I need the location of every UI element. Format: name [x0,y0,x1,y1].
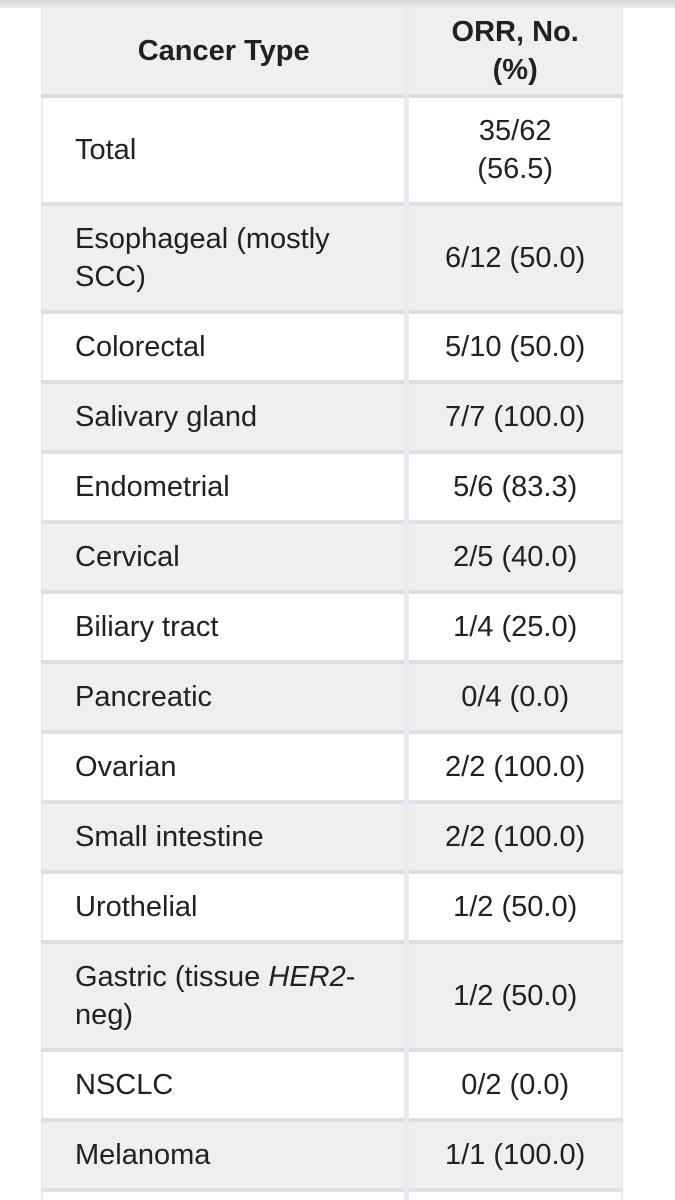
cancer-type-cell: Endometrial [42,452,410,524]
table-row-partial [42,1190,622,1200]
cancer-type-cell: Total [42,96,410,206]
table-row: Melanoma 1/1 (100.0) [42,1120,622,1192]
cancer-type-text: Total [75,134,137,166]
cancer-type-cell: Colorectal [42,312,410,384]
gene-name-italic: HER2 [268,961,346,993]
orr-by-cancer-type-table: Cancer Type ORR, No. (%) Total 35/62 (56.… [41,8,623,1200]
cancer-type-cell: Salivary gland [42,382,410,454]
cancer-type-text: Small intestine [75,821,264,853]
cancer-type-cell: NSCLC [42,1050,410,1122]
table-header-row: Cancer Type ORR, No. (%) [42,8,622,98]
cancer-type-text: Endometrial [75,471,230,503]
table-body: Total 35/62 (56.5) Esophageal (mostly SCC)… [42,96,622,1200]
table-row: Esophageal (mostly SCC) 6/12 (50.0) [42,204,622,314]
cancer-type-cell [42,1190,410,1200]
orr-value-cell: 1/4 (25.0) [406,592,622,664]
orr-value-cell: 1/1 (100.0) [406,1120,622,1192]
cancer-type-cell: Esophageal (mostly SCC) [42,204,410,314]
orr-value-cell: 5/10 (50.0) [406,312,622,384]
cancer-type-text: Pancreatic [75,681,213,713]
table-row: Cervical 2/5 (40.0) [42,522,622,594]
orr-value-cell: 2/2 (100.0) [406,732,622,804]
table-row: NSCLC 0/2 (0.0) [42,1050,622,1122]
cancer-type-cell: Melanoma [42,1120,410,1192]
cancer-type-text: NSCLC [75,1069,174,1101]
orr-value-cell: 5/6 (83.3) [406,452,622,524]
table-row: Pancreatic 0/4 (0.0) [42,662,622,734]
table-row: Biliary tract 1/4 (25.0) [42,592,622,664]
orr-value-cell: 1/2 (50.0) [406,872,622,944]
orr-value-cell: 6/12 (50.0) [406,204,622,314]
cancer-type-cell: Urothelial [42,872,410,944]
table-row: Endometrial 5/6 (83.3) [42,452,622,524]
orr-value-cell: 1/2 (50.0) [406,942,622,1052]
cancer-type-text: - neg) [75,961,356,1031]
cancer-type-text: Urothelial [75,891,198,923]
orr-value-cell: 2/5 (40.0) [406,522,622,594]
cancer-type-text: Gastric (tissue [75,961,269,993]
cancer-type-cell: Cervical [42,522,410,594]
cancer-type-text: Esophageal (mostly SCC) [75,223,330,293]
table-row: Small intestine 2/2 (100.0) [42,802,622,874]
table-row: Gastric (tissue HER2- neg) 1/2 (50.0) [42,942,622,1052]
cancer-type-cell: Biliary tract [42,592,410,664]
cancer-type-text: Biliary tract [75,611,219,643]
table-row: Total 35/62 (56.5) [42,96,622,206]
cancer-type-text: Ovarian [75,751,177,783]
orr-value-cell: 0/2 (0.0) [406,1050,622,1122]
orr-value-cell: 7/7 (100.0) [406,382,622,454]
top-shadow-divider [0,0,675,8]
orr-value-cell: 0/4 (0.0) [406,662,622,734]
cancer-type-cell: Small intestine [42,802,410,874]
cancer-type-cell: Pancreatic [42,662,410,734]
table-row: Urothelial 1/2 (50.0) [42,872,622,944]
table-row: Colorectal 5/10 (50.0) [42,312,622,384]
cancer-type-text: Melanoma [75,1139,211,1171]
orr-value-cell: 2/2 (100.0) [406,802,622,874]
table-row: Salivary gland 7/7 (100.0) [42,382,622,454]
cancer-type-cell: Ovarian [42,732,410,804]
cancer-type-cell: Gastric (tissue HER2- neg) [42,942,410,1052]
column-header-cancer-type: Cancer Type [42,8,410,98]
cancer-type-text: Colorectal [75,331,206,363]
cancer-type-text: Salivary gland [75,401,258,433]
orr-value-cell [406,1190,622,1200]
cancer-type-text: Cervical [75,541,180,573]
column-header-orr: ORR, No. (%) [406,8,622,98]
table-row: Ovarian 2/2 (100.0) [42,732,622,804]
orr-value-cell: 35/62 (56.5) [406,96,622,206]
